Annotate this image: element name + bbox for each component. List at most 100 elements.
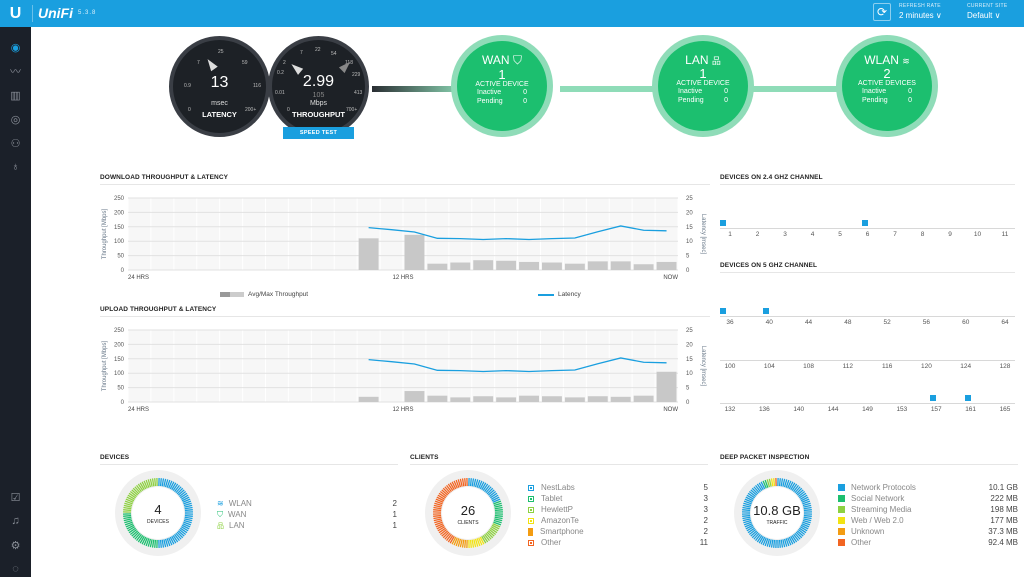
donut-segment (155, 540, 156, 548)
devices-icon[interactable]: ◎ (0, 109, 31, 129)
client-type-icon (528, 518, 534, 524)
lan-inactive-value: 0 (724, 87, 728, 96)
donut-segment (780, 540, 781, 548)
clients-icon[interactable]: ⚇ (0, 133, 31, 153)
throughput-gauge: 0 0.01 0.2 2 7 22 54 118 229 413 700+ 2.… (268, 36, 369, 137)
alerts-check-icon[interactable]: ☑ (0, 487, 31, 507)
dpi-value: 222 MB (990, 494, 1018, 503)
dpi-value: 37.3 MB (988, 527, 1018, 536)
y2-tick-label: 20 (686, 210, 693, 216)
ubiquiti-logo[interactable]: U (0, 0, 31, 27)
access-point-marker[interactable] (930, 395, 936, 401)
y2-tick-label: 20 (686, 342, 693, 348)
speed-test-button[interactable]: SPEED TEST (283, 127, 354, 139)
client-type-icon (528, 485, 534, 491)
gauge-tick: 7 (197, 60, 200, 66)
y-tick-label: 250 (114, 328, 125, 334)
events-bell-icon[interactable]: ♫ (0, 511, 31, 531)
gauge-tick: 59 (242, 60, 248, 66)
category-color-swatch (838, 528, 845, 535)
channel-label: 40 (766, 319, 773, 326)
throughput-bar (657, 372, 677, 402)
category-color-swatch (838, 539, 845, 546)
y-tick-label: 0 (121, 268, 125, 274)
dashboard-icon[interactable]: ◉ (0, 37, 31, 57)
y-tick-label: 250 (114, 196, 125, 202)
throughput-bar (359, 238, 379, 270)
channel-label: 165 (1000, 406, 1011, 413)
access-point-marker[interactable] (862, 220, 868, 226)
settings-icon[interactable]: ⚙ (0, 535, 31, 555)
dpi-row[interactable]: Social Network 222 MB (838, 493, 1018, 504)
statistics-icon[interactable]: 〰 (0, 61, 31, 81)
dpi-label: Social Network (851, 494, 904, 503)
y2-tick-label: 10 (686, 239, 693, 245)
section-divider (720, 464, 1018, 465)
access-point-marker[interactable] (720, 220, 726, 226)
clients-title: CLIENTS (410, 454, 439, 461)
throughput-bar (427, 396, 447, 402)
throughput-bar (542, 396, 562, 402)
channel-label: 56 (923, 319, 930, 326)
access-point-marker[interactable] (720, 308, 726, 314)
clients-value: 5 (704, 483, 708, 492)
refresh-button[interactable]: ⟳ (873, 3, 891, 21)
top-bar: U UniFi 5.3.8 ⟳ REFRESH RATE 2 minutes ∨… (0, 0, 1024, 27)
current-site-dropdown[interactable]: CURRENT SITE Default ∨ (967, 3, 1007, 20)
insights-icon[interactable]: ♁ (0, 157, 31, 177)
channel-label: 116 (882, 363, 892, 370)
y2-tick-label: 25 (686, 328, 693, 334)
wan-lan-connector (560, 86, 660, 92)
channel-label: 157 (931, 406, 942, 413)
access-point-marker[interactable] (763, 308, 769, 314)
throughput-unit: Mbps (272, 100, 365, 107)
map-icon[interactable]: ▥ (0, 85, 31, 105)
sidebar: ◉ 〰 ▥ ◎ ⚇ ♁ ☑ ♫ ⚙ ◌ (0, 27, 31, 577)
chat-icon[interactable]: ◌ (0, 559, 31, 579)
donut-segment (463, 478, 464, 486)
wifi-icon: ≋ (217, 499, 224, 508)
throughput-bar (405, 235, 425, 270)
y-tick-label: 0 (121, 400, 125, 406)
devices-donut[interactable]: 4 DEVICES (115, 470, 201, 556)
donut-segment (774, 478, 775, 486)
refresh-rate-dropdown[interactable]: REFRESH RATE 2 minutes ∨ (899, 3, 942, 20)
upload-chart-title: UPLOAD THROUGHPUT & LATENCY (100, 306, 216, 313)
client-type-icon (528, 507, 534, 513)
dpi-value: 10.1 GB (989, 483, 1018, 492)
channel-label: 104 (764, 363, 775, 370)
donut-segment (465, 540, 466, 548)
section-divider (100, 184, 710, 185)
y2-axis-title: Latency [msec] (700, 346, 706, 387)
access-point-marker[interactable] (965, 395, 971, 401)
dpi-donut[interactable]: 10.8 GB TRAFFIC (734, 470, 820, 556)
throughput-bar (405, 391, 425, 402)
clients-donut[interactable]: 26 CLIENTS (425, 470, 511, 556)
client-type-icon (528, 540, 534, 546)
clients-label: Smartphone (540, 527, 584, 536)
channel-label: 1 (728, 231, 732, 238)
